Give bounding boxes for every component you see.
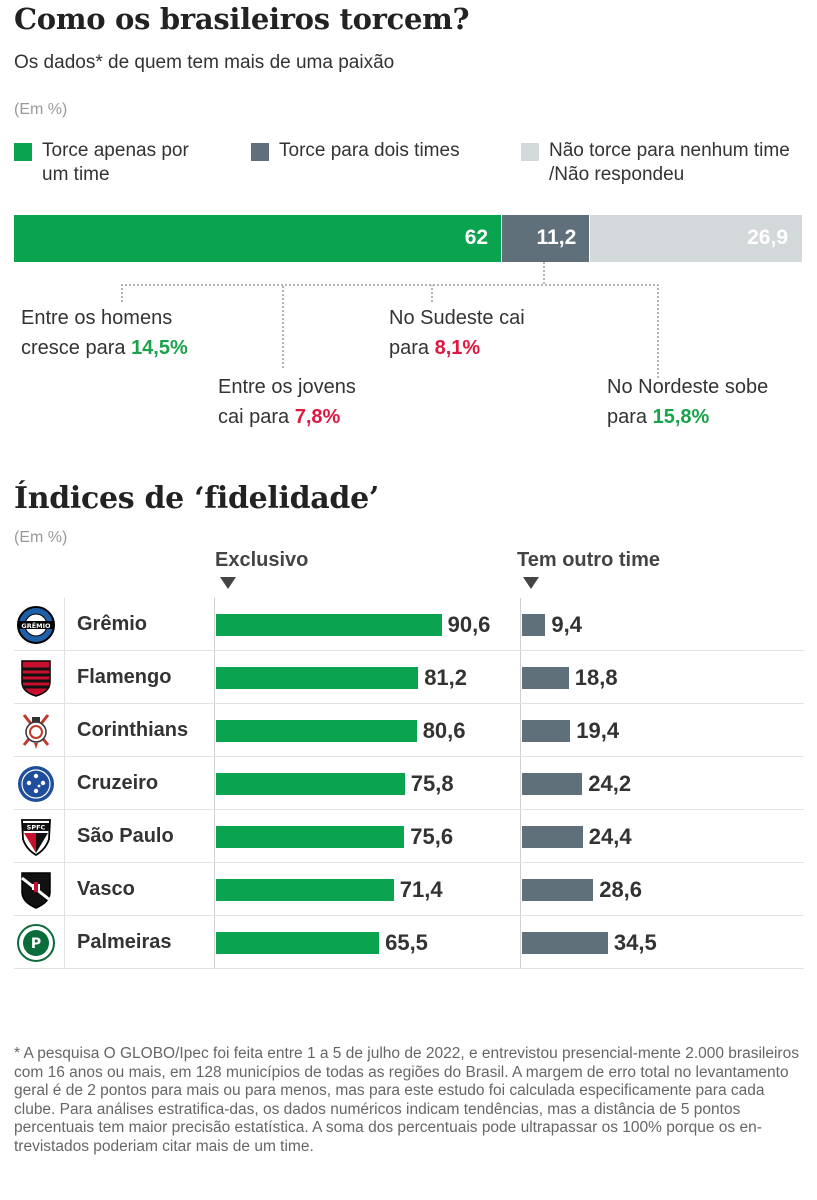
stack-segment-two-teams xyxy=(502,215,590,262)
row-divider xyxy=(14,703,804,704)
flamengo-crest-icon xyxy=(16,658,56,698)
legend-label: Torce apenas por xyxy=(42,140,189,161)
value-label-exclusive: 81,2 xyxy=(424,664,468,690)
svg-text:GRÊMIO: GRÊMIO xyxy=(21,621,51,630)
stack-segment-one-team xyxy=(14,215,502,262)
note-southeast: No Sudeste cai para 8,1% xyxy=(389,303,525,363)
bar-exclusive xyxy=(216,719,417,742)
column-header-exclusive: Exclusivo xyxy=(215,549,309,571)
footnote: * A pesquisa O GLOBO/Ipec foi feita entr… xyxy=(14,1045,799,1155)
note-text: cai para xyxy=(218,406,295,428)
sao-paulo-crest-icon: SPFC xyxy=(16,817,56,857)
legend-item-two-teams: Torce para dois times xyxy=(279,139,460,163)
chart-subtitle: Os dados* de quem tem mais de uma paixão xyxy=(14,52,395,73)
bar-exclusive xyxy=(216,931,380,954)
legend-label: Torce para dois times xyxy=(279,140,460,161)
note-value-up: 15,8% xyxy=(652,406,710,428)
vasco-crest-icon xyxy=(16,870,56,910)
club-name: Vasco xyxy=(77,877,135,900)
note-text: No Sudeste cai xyxy=(389,307,525,329)
value-label-other-team: 24,2 xyxy=(588,770,632,796)
note-young: Entre os jovens cai para 7,8% xyxy=(218,372,356,432)
bar-exclusive xyxy=(216,772,405,795)
note-men: Entre os homens cresce para 14,5% xyxy=(21,303,188,363)
bar-exclusive xyxy=(216,825,405,848)
value-label-other-team: 9,4 xyxy=(551,611,582,637)
club-name: Flamengo xyxy=(77,665,172,688)
corinthians-crest-icon xyxy=(16,711,56,751)
legend-label: Não torce para nenhum time xyxy=(549,140,790,161)
section-title: Índices de ‘fidelidade’ xyxy=(14,481,380,516)
bar-other-team xyxy=(522,772,583,795)
bar-exclusive xyxy=(216,878,394,901)
bar-exclusive xyxy=(216,613,442,636)
bar-exclusive xyxy=(216,666,419,689)
note-text: No Nordeste sobe xyxy=(607,376,769,398)
value-label-exclusive: 90,6 xyxy=(447,611,491,637)
row-divider xyxy=(14,756,804,757)
axis-line-exclusive xyxy=(214,598,215,968)
bar-other-team xyxy=(522,878,594,901)
club-name: Grêmio xyxy=(77,612,148,635)
unit-label: (Em %) xyxy=(14,101,68,118)
stack-label-one-team: 62 xyxy=(464,226,489,249)
column-header-other-team: Tem outro time xyxy=(517,549,660,571)
value-label-other-team: 28,6 xyxy=(599,876,643,902)
club-name: São Paulo xyxy=(77,824,174,847)
value-label-other-team: 19,4 xyxy=(576,717,620,743)
unit-label: (Em %) xyxy=(14,529,68,546)
row-divider xyxy=(14,915,804,916)
gremio-crest-icon: GRÊMIO xyxy=(16,605,56,645)
legend-label: /Não respondeu xyxy=(549,164,685,185)
value-label-exclusive: 71,4 xyxy=(399,876,443,902)
stack-label-two-teams: 11,2 xyxy=(536,226,577,249)
cruzeiro-crest-icon xyxy=(16,764,56,804)
stack-label-none: 26,9 xyxy=(747,226,788,249)
note-text: cresce para xyxy=(21,337,132,359)
value-label-exclusive: 65,5 xyxy=(385,929,428,955)
axis-line-other xyxy=(520,598,521,968)
bar-other-team xyxy=(522,719,571,742)
legend-label: um time xyxy=(42,164,110,185)
value-label-exclusive: 75,8 xyxy=(410,770,454,796)
value-label-exclusive: 80,6 xyxy=(422,717,466,743)
value-label-other-team: 18,8 xyxy=(574,664,618,690)
stack-segment-none xyxy=(590,215,802,262)
note-text: para xyxy=(389,337,435,359)
row-divider xyxy=(14,862,804,863)
legend-swatch-none xyxy=(521,143,539,161)
value-label-other-team: 24,4 xyxy=(588,823,632,849)
note-text: Entre os jovens xyxy=(218,376,356,398)
arrow-down-icon xyxy=(523,577,539,589)
bar-other-team xyxy=(522,666,569,689)
bar-other-team xyxy=(522,825,583,848)
legend-swatch-exclusive xyxy=(14,143,32,161)
logo-column-divider xyxy=(64,598,65,968)
club-name: Cruzeiro xyxy=(77,771,159,794)
chart-title: Como os brasileiros torcem? xyxy=(14,2,470,36)
row-divider xyxy=(14,809,804,810)
svg-text:P: P xyxy=(31,936,41,952)
palmeiras-crest-icon: P xyxy=(16,923,56,963)
note-value-down: 8,1% xyxy=(434,337,481,359)
row-divider xyxy=(14,650,804,651)
note-northeast: No Nordeste sobe para 15,8% xyxy=(607,372,768,432)
bar-other-team xyxy=(522,613,546,636)
note-value-down: 7,8% xyxy=(294,406,341,428)
note-text: para xyxy=(607,406,653,428)
bar-other-team xyxy=(522,931,608,954)
note-text: Entre os homens xyxy=(21,307,173,329)
svg-text:SPFC: SPFC xyxy=(27,823,46,831)
legend-swatch-two-teams xyxy=(251,143,269,161)
legend-item-none: Não torce para nenhum time /Não responde… xyxy=(549,139,790,187)
row-divider xyxy=(14,968,804,969)
club-name: Corinthians xyxy=(77,718,189,741)
legend-item-one-team: Torce apenas por um time xyxy=(42,139,189,187)
annotation-connectors xyxy=(121,262,659,378)
value-label-other-team: 34,5 xyxy=(613,929,657,955)
arrow-down-icon xyxy=(220,577,236,589)
note-value-up: 14,5% xyxy=(131,337,188,359)
value-label-exclusive: 75,6 xyxy=(410,823,454,849)
club-name: Palmeiras xyxy=(77,930,172,953)
